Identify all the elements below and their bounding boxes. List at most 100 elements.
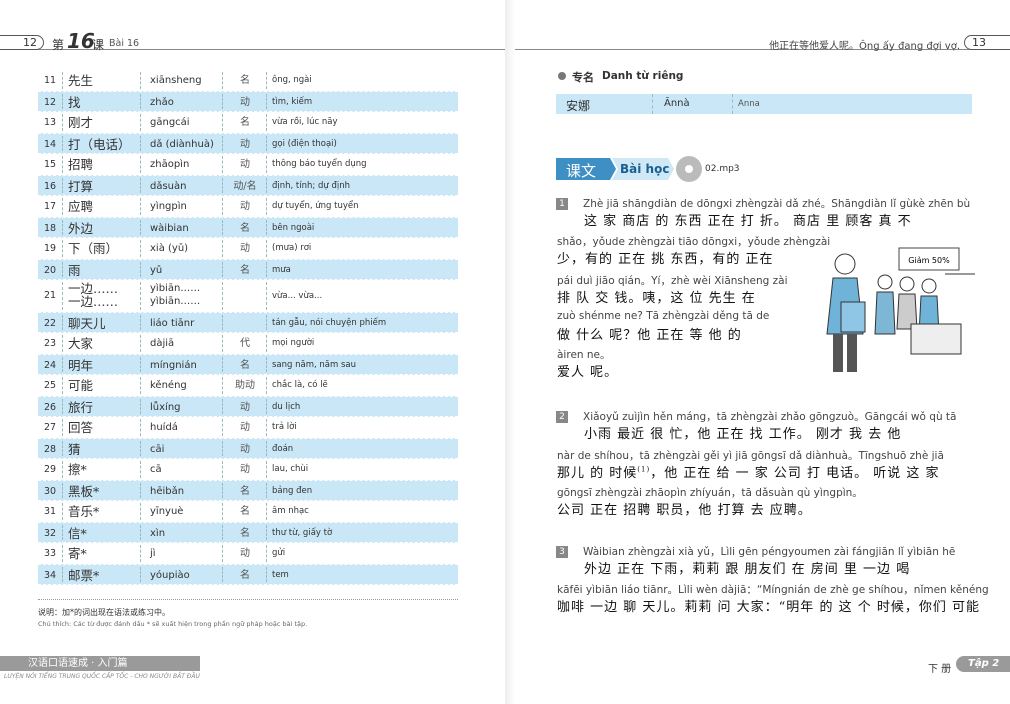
sep xyxy=(732,94,733,114)
audio-label: 02.mp3 xyxy=(705,164,740,174)
sep xyxy=(222,461,223,478)
note-vi: Chú thích: Các từ được đánh dấu * sẽ xuấ… xyxy=(38,620,308,628)
sep xyxy=(62,567,63,582)
tag-shape xyxy=(612,158,674,180)
vocab-meaning: thư từ, giấy tờ xyxy=(272,528,333,538)
footer-book-zh: 汉语口语速成 · 入门篇 xyxy=(0,656,200,671)
sep xyxy=(62,114,63,131)
hanzi-line: 少，有的 正在 挑 东西，有的 正在 xyxy=(557,248,774,267)
vocab-pos: 动 xyxy=(240,464,250,475)
vocab-row: 31 音乐* yīnyuè 名 âm nhạc xyxy=(38,501,458,522)
footer-volume: 下 册 xyxy=(928,664,952,675)
vocab-row: 20 雨 yǔ 名 mưa xyxy=(38,259,458,280)
vocab-pos: 动/名 xyxy=(233,181,257,192)
vocab-row: 33 寄* jì 动 gửi xyxy=(38,543,458,564)
sep xyxy=(140,136,141,151)
vocab-row: 11 先生 xiānsheng 名 ông, ngài xyxy=(38,70,458,91)
vocab-pinyin: xìn xyxy=(150,528,166,539)
vocab-row: 32 信* xìn 名 thư từ, giấy tờ xyxy=(38,522,458,543)
vocab-pinyin: xià (yǔ) xyxy=(150,243,189,254)
vocab-num: 33 xyxy=(43,548,57,559)
hanzi-text: 咖啡 一边 聊 天儿。莉莉 问 大家：“明年 的 这 个 时候，你们 可能 xyxy=(557,600,980,615)
vocab-pinyin: jì xyxy=(150,548,156,559)
sep xyxy=(62,441,63,456)
vocab-pos: 名 xyxy=(240,360,250,371)
sep xyxy=(62,399,63,414)
page-number: 12 xyxy=(0,35,44,50)
vocab-hanzi: 旅行 xyxy=(68,400,94,415)
pinyin-line: nàr de shíhou，tā zhèngzài gěi yì jiā gōn… xyxy=(557,450,944,462)
sep xyxy=(222,335,223,352)
vocab-pos: 名 xyxy=(240,528,250,539)
vocab-num: 26 xyxy=(43,402,57,413)
sep xyxy=(652,94,653,114)
lesson-tag-zh: 课文 xyxy=(566,162,597,180)
sep xyxy=(140,357,141,372)
hanzi-text: 公司 正在 招聘 职员，他 打算 去 应聘。 xyxy=(557,503,812,518)
vocab-hanzi: 应聘 xyxy=(68,199,94,214)
sep xyxy=(140,525,141,540)
sep xyxy=(62,94,63,109)
vocab-row: 15 招聘 zhāopìn 动 thông báo tuyển dụng xyxy=(38,154,458,175)
sep xyxy=(140,419,141,436)
sep xyxy=(222,198,223,215)
sep xyxy=(62,282,63,310)
hanzi-text: 外边 正在 下雨，莉莉 跟 朋友们 在 房间 里 一边 喝 xyxy=(584,562,911,577)
footer-tap: Tập 2 xyxy=(956,656,1010,672)
sep xyxy=(222,315,223,330)
hanzi-line: 咖啡 一边 聊 天儿。莉莉 问 大家：“明年 的 这 个 时候，你们 可能 xyxy=(557,596,980,615)
sep xyxy=(222,357,223,372)
sep xyxy=(266,377,267,394)
hanzi-text: 这 家 商店 的 东西 正在 打 折。 商店 里 顾客 真 不 xyxy=(584,214,912,229)
vocab-pinyin: huídá xyxy=(150,422,178,433)
vocab-row: 24 明年 míngnián 名 sang năm, năm sau xyxy=(38,354,458,375)
vocab-pos: 动 xyxy=(240,139,250,150)
pinyin-line: zuò shénme ne? Tā zhèngzài děng tā de xyxy=(557,310,770,322)
vocab-hanzi: 一边…… xyxy=(68,281,119,296)
proper-heading-zh: 专名 xyxy=(572,71,594,84)
pinyin-line: gōngsī zhèngzài zhāopìn zhíyuán，tā dǎsuà… xyxy=(557,487,863,499)
vocab-row: 12 找 zhǎo 动 tìm, kiếm xyxy=(38,91,458,112)
vocab-row: 22 聊天儿 liáo tiānr tán gẫu, nói chuyện phiếm xyxy=(38,312,458,333)
sep xyxy=(266,220,267,235)
vocab-meaning: định, tính; dự định xyxy=(272,181,350,191)
vocab-num: 22 xyxy=(43,318,57,329)
sep xyxy=(222,503,223,520)
sep xyxy=(266,525,267,540)
vocab-hanzi: 猜 xyxy=(68,442,81,457)
sep xyxy=(62,240,63,257)
vocab-num: 19 xyxy=(43,243,57,254)
vocab-pinyin: cāi xyxy=(150,444,165,455)
sep xyxy=(266,156,267,173)
tag-shape xyxy=(556,158,616,180)
vocab-row: 28 猜 cāi 动 đoán xyxy=(38,438,458,459)
vocab-pinyin: liáo tiānr xyxy=(150,318,195,329)
vocab-hanzi: 明年 xyxy=(68,358,94,373)
sep xyxy=(140,335,141,352)
vocab-pinyin: wàibian xyxy=(150,223,189,234)
hanzi-line: 排 队 交 钱。咦，这 位 先生 在 xyxy=(557,287,756,306)
sep xyxy=(222,72,223,89)
sep xyxy=(140,94,141,109)
lesson-vi: Bài 16 xyxy=(109,38,140,49)
illustration: Giảm 50% xyxy=(815,244,977,376)
sep xyxy=(266,136,267,151)
vocab-hanzi: 信* xyxy=(68,526,87,541)
hanzi-line: 公司 正在 招聘 职员，他 打算 去 应聘。 xyxy=(557,499,812,518)
vocab-pos: 代 xyxy=(240,338,250,349)
vocab-row: 17 应聘 yìngpìn 动 dự tuyển, ứng tuyển xyxy=(38,196,458,217)
vocab-pos: 动 xyxy=(240,159,250,170)
vocab-pos: 名 xyxy=(240,506,250,517)
vocab-meaning: tìm, kiếm xyxy=(272,97,313,107)
lesson-number: 16 xyxy=(67,29,95,53)
footnote-ref: (1) xyxy=(637,465,651,474)
vocab-pos: 动 xyxy=(240,243,250,254)
vocab-num: 28 xyxy=(43,444,57,455)
sep xyxy=(266,335,267,352)
sep xyxy=(222,525,223,540)
sep xyxy=(140,72,141,89)
vocab-meaning: (mưa) rơi xyxy=(272,243,312,253)
proper-meaning: Anna xyxy=(738,99,760,109)
vocab-num: 25 xyxy=(43,380,57,391)
sep xyxy=(140,178,141,193)
